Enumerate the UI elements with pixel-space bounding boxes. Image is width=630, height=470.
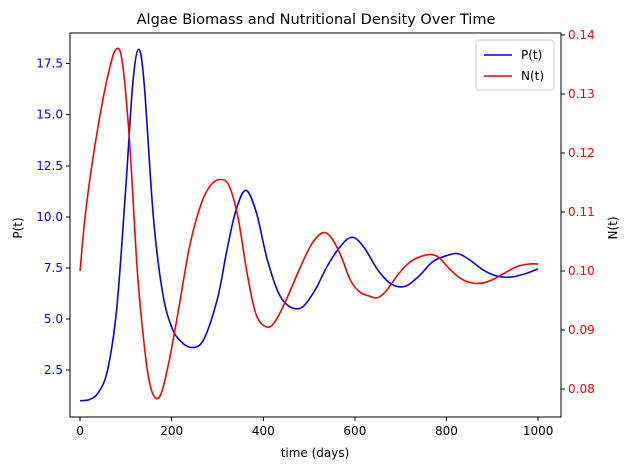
legend: P(t) N(t) <box>475 39 555 91</box>
axes: 0 200 400 600 800 1000 2.5 5.0 7.5 10.0 12.5 15.0 17… <box>36 28 594 438</box>
y-left-tick-label: 2.5 <box>44 363 63 377</box>
y-right-tick-label: 0.08 <box>568 382 595 396</box>
legend-label: N(t) <box>521 69 544 83</box>
y-right-tick-label: 0.12 <box>568 146 595 160</box>
y-right-tick-label: 0.10 <box>568 264 595 278</box>
y-left-tick-label: 7.5 <box>44 261 63 275</box>
series-line-n <box>79 47 539 400</box>
y-right-tick-label: 0.09 <box>568 323 595 337</box>
y-axis-right-label: N(t) <box>606 216 620 239</box>
chart-title: Algae Biomass and Nutritional Density Ov… <box>137 12 496 28</box>
y-axis-left-label: P(t) <box>11 217 25 238</box>
y-right-tick-label: 0.11 <box>568 205 595 219</box>
legend-box <box>475 39 555 91</box>
y-right-tick-label: 0.14 <box>568 28 595 42</box>
series-line-p <box>79 48 539 402</box>
plot-area <box>79 47 539 402</box>
x-tick-label: 1000 <box>523 424 554 438</box>
y-left-tick-label: 15.0 <box>36 108 63 122</box>
y-left-tick-label: 10.0 <box>36 210 63 224</box>
x-tick-label: 800 <box>435 424 458 438</box>
legend-label: P(t) <box>521 48 542 62</box>
x-tick-label: 400 <box>252 424 275 438</box>
x-axis-label: time (days) <box>281 446 350 460</box>
y-left-tick-label: 17.5 <box>36 57 63 71</box>
x-tick-label: 600 <box>343 424 366 438</box>
x-tick-label: 200 <box>160 424 183 438</box>
y-left-tick-label: 12.5 <box>36 159 63 173</box>
x-tick-label: 0 <box>76 424 84 438</box>
y-left-tick-label: 5.0 <box>44 312 63 326</box>
plot-frame <box>69 32 562 418</box>
y-right-tick-label: 0.13 <box>568 87 595 101</box>
